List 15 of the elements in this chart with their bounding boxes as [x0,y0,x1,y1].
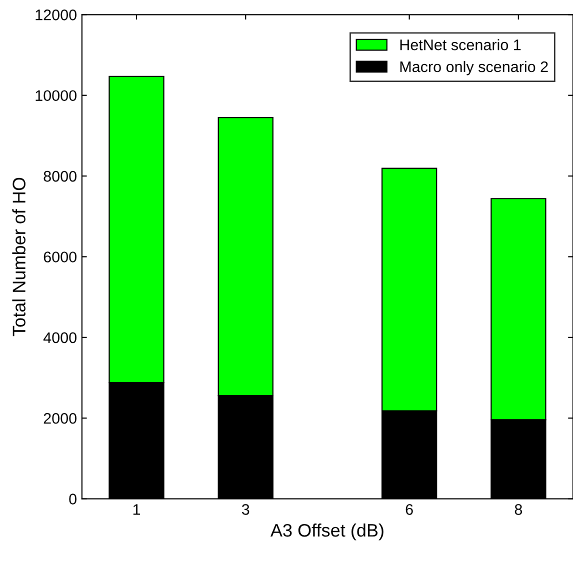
legend-label: Macro only scenario 2 [400,60,548,76]
y-tick-label: 12000 [36,10,76,20]
y-tick-label: 6000 [44,252,76,262]
y-tick-label: 2000 [44,412,76,424]
x-tick-label: 6 [406,504,413,515]
x-tick-label: 8 [514,504,522,515]
y-tick-label: 8000 [44,170,76,182]
y-tick-label: 0 [69,494,76,505]
x-tick-label: 1 [133,504,140,515]
y-axis-title: Total Number of HO [12,178,26,336]
y-tick-label: 10000 [36,90,76,102]
y-tick-label: 4000 [43,332,76,344]
legend-label: HetNet scenario 1 [400,39,521,50]
x-tick-label: 3 [242,504,250,515]
x-axis-title: A3 Offset (dB) [270,523,384,540]
